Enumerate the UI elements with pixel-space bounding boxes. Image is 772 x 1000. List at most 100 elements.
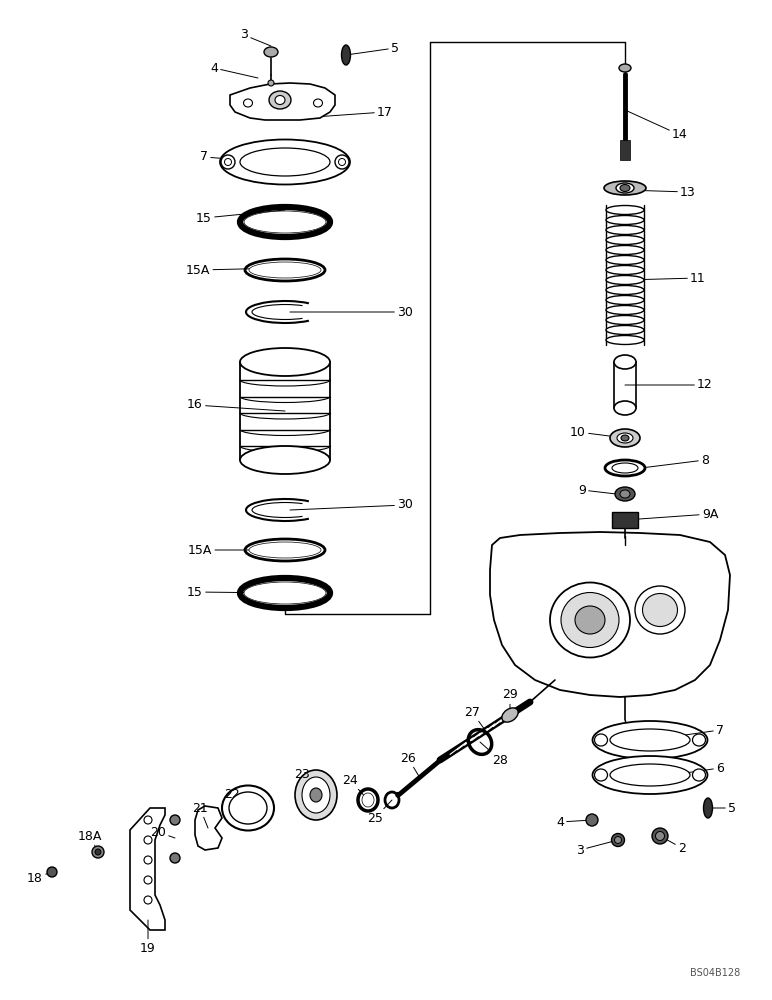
Ellipse shape <box>144 816 152 824</box>
Ellipse shape <box>170 853 180 863</box>
Ellipse shape <box>310 788 322 802</box>
Ellipse shape <box>47 867 57 877</box>
Bar <box>612 512 638 528</box>
Ellipse shape <box>615 836 621 844</box>
Text: 15A: 15A <box>186 263 285 276</box>
Text: 7: 7 <box>650 724 724 740</box>
Text: 26: 26 <box>400 752 420 778</box>
Text: 6: 6 <box>650 762 724 778</box>
Ellipse shape <box>616 183 634 193</box>
Ellipse shape <box>621 435 629 441</box>
Text: 9: 9 <box>578 484 625 496</box>
Text: 15: 15 <box>196 210 285 225</box>
Text: 19: 19 <box>141 920 156 954</box>
Ellipse shape <box>610 764 690 786</box>
Ellipse shape <box>692 734 706 746</box>
Text: 21: 21 <box>192 802 208 828</box>
Text: 9A: 9A <box>625 508 718 520</box>
Ellipse shape <box>703 798 713 818</box>
Ellipse shape <box>275 96 285 104</box>
Ellipse shape <box>243 99 252 107</box>
Ellipse shape <box>222 786 274 830</box>
Text: 18A: 18A <box>78 830 102 852</box>
Ellipse shape <box>606 296 644 304</box>
Text: 16: 16 <box>187 398 285 412</box>
Ellipse shape <box>575 606 605 634</box>
Text: 3: 3 <box>576 840 618 856</box>
Text: 7: 7 <box>200 150 270 163</box>
Text: 17: 17 <box>300 105 393 118</box>
Text: 15A: 15A <box>188 544 285 556</box>
Ellipse shape <box>610 729 690 751</box>
Text: 18: 18 <box>27 871 52 884</box>
Ellipse shape <box>620 184 630 192</box>
Text: 29: 29 <box>502 688 518 715</box>
Ellipse shape <box>561 592 619 648</box>
Text: 12: 12 <box>625 378 713 391</box>
Ellipse shape <box>144 856 152 864</box>
Ellipse shape <box>592 721 707 759</box>
Ellipse shape <box>635 586 685 634</box>
Bar <box>620 140 630 160</box>
Ellipse shape <box>269 91 291 109</box>
Ellipse shape <box>610 429 640 447</box>
Text: 22: 22 <box>224 788 248 808</box>
Text: 20: 20 <box>150 826 175 838</box>
Ellipse shape <box>95 849 101 855</box>
Ellipse shape <box>620 490 630 498</box>
Ellipse shape <box>249 262 321 278</box>
Ellipse shape <box>652 828 668 844</box>
Ellipse shape <box>264 47 278 57</box>
Ellipse shape <box>92 846 104 858</box>
Text: 24: 24 <box>342 774 368 800</box>
Text: 15: 15 <box>187 585 285 598</box>
Ellipse shape <box>313 99 323 107</box>
Ellipse shape <box>302 777 330 813</box>
Ellipse shape <box>606 275 644 284</box>
Text: 14: 14 <box>625 110 688 141</box>
Ellipse shape <box>244 211 326 233</box>
Ellipse shape <box>240 348 330 376</box>
Ellipse shape <box>341 45 350 65</box>
Text: 4: 4 <box>556 816 592 828</box>
Ellipse shape <box>502 708 518 722</box>
Ellipse shape <box>606 326 644 334</box>
Ellipse shape <box>606 235 644 244</box>
Ellipse shape <box>594 769 608 781</box>
Text: 8: 8 <box>625 454 709 470</box>
Text: 30: 30 <box>290 306 413 318</box>
Polygon shape <box>490 532 730 697</box>
Text: 5: 5 <box>346 41 399 55</box>
Ellipse shape <box>170 815 180 825</box>
Ellipse shape <box>220 139 350 184</box>
Ellipse shape <box>144 836 152 844</box>
Ellipse shape <box>295 770 337 820</box>
Ellipse shape <box>606 216 644 225</box>
Text: 2: 2 <box>660 836 686 854</box>
Text: 25: 25 <box>367 800 392 824</box>
Text: 13: 13 <box>625 186 696 198</box>
Ellipse shape <box>614 355 636 369</box>
Ellipse shape <box>606 336 644 344</box>
Ellipse shape <box>221 155 235 169</box>
Ellipse shape <box>655 832 665 840</box>
Ellipse shape <box>619 64 631 72</box>
Text: BS04B128: BS04B128 <box>689 968 740 978</box>
Ellipse shape <box>606 255 644 264</box>
Ellipse shape <box>612 463 638 473</box>
Ellipse shape <box>605 460 645 476</box>
Ellipse shape <box>692 769 706 781</box>
Text: 5: 5 <box>708 802 736 814</box>
Ellipse shape <box>335 155 349 169</box>
Ellipse shape <box>614 401 636 415</box>
Ellipse shape <box>249 542 321 558</box>
Ellipse shape <box>586 814 598 826</box>
Text: 30: 30 <box>290 498 413 512</box>
Ellipse shape <box>144 896 152 904</box>
Ellipse shape <box>606 316 644 324</box>
Ellipse shape <box>617 433 633 443</box>
Ellipse shape <box>594 734 608 746</box>
Ellipse shape <box>550 582 630 658</box>
Ellipse shape <box>240 148 330 176</box>
Text: 23: 23 <box>294 768 316 795</box>
